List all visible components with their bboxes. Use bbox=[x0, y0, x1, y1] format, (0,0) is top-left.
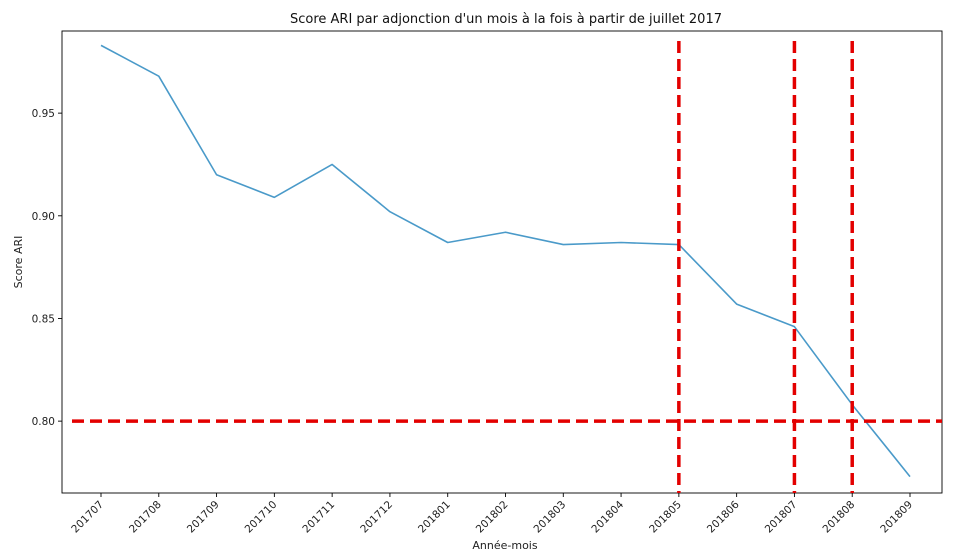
y-tick-label: 0.90 bbox=[32, 211, 55, 223]
x-tick-label: 201803 bbox=[532, 499, 569, 536]
x-tick-label: 201801 bbox=[416, 499, 453, 536]
x-tick-label: 201707 bbox=[69, 499, 106, 536]
x-axis: 201707 201708 201709 201710 201711 201712 2018… bbox=[69, 493, 915, 535]
series-line bbox=[100, 44, 911, 478]
x-axis-title: Année-mois bbox=[472, 539, 537, 552]
y-tick-label: 0.85 bbox=[32, 313, 55, 325]
plot-frame bbox=[61, 30, 943, 494]
series-layer bbox=[100, 44, 911, 478]
x-tick-label: 201806 bbox=[705, 498, 742, 535]
x-tick-label: 201802 bbox=[474, 499, 511, 536]
x-tick-label: 201712 bbox=[358, 499, 395, 536]
y-tick-label: 0.95 bbox=[32, 108, 55, 120]
reference-lines bbox=[72, 41, 942, 493]
chart-title: Score ARI par adjonction d'un mois à la … bbox=[290, 12, 722, 27]
x-tick-label: 201804 bbox=[589, 498, 626, 535]
x-tick-label: 201809 bbox=[878, 499, 915, 536]
y-axis-title: Score ARI bbox=[12, 236, 25, 289]
y-tick-label: 0.80 bbox=[32, 416, 55, 428]
x-tick-label: 201808 bbox=[820, 499, 857, 536]
x-tick-label: 201711 bbox=[300, 499, 337, 536]
x-tick-label: 201807 bbox=[763, 499, 800, 536]
x-tick-label: 201805 bbox=[647, 499, 684, 536]
x-tick-label: 201709 bbox=[185, 499, 222, 536]
y-axis: 0.80 0.85 0.90 0.95 bbox=[32, 108, 62, 428]
x-tick-label: 201708 bbox=[127, 499, 164, 536]
x-tick-label: 201710 bbox=[243, 499, 280, 536]
